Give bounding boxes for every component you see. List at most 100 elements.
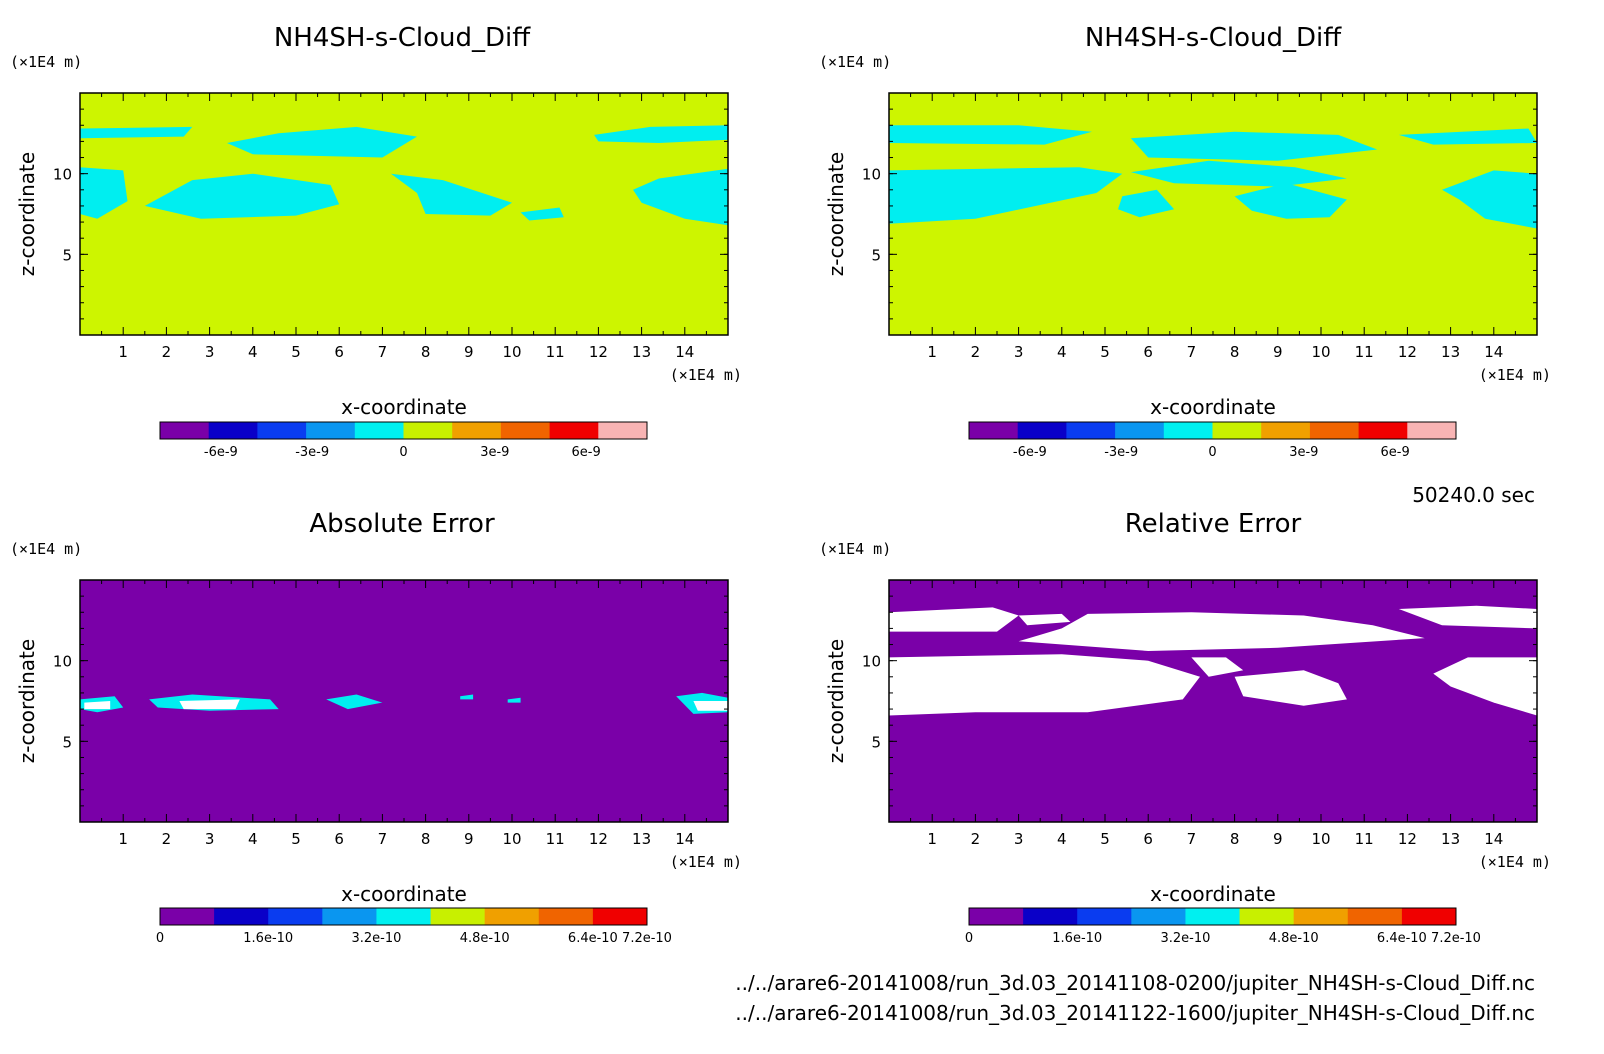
x-tick-label: 5 xyxy=(1100,830,1110,848)
colorbar-tick-label: 6e-9 xyxy=(1381,445,1410,460)
colorbar-swatch xyxy=(1407,422,1457,439)
y-unit-label: (×1E4 m) xyxy=(10,53,82,71)
x-unit-label: (×1E4 m) xyxy=(1479,366,1551,384)
plot-regions xyxy=(80,125,728,226)
colorbar-swatch xyxy=(160,422,210,439)
colorbar-tick-label: 3.2e-10 xyxy=(351,931,401,946)
x-tick-label: 14 xyxy=(1484,343,1503,361)
colorbar-tick-label: -3e-9 xyxy=(295,445,329,460)
colorbar-tick-label: 3e-9 xyxy=(1289,445,1318,460)
x-tick-label: 8 xyxy=(1230,343,1240,361)
x-tick-label: 12 xyxy=(1398,830,1417,848)
x-axis-label: x-coordinate xyxy=(1150,882,1276,906)
data-region xyxy=(507,697,521,703)
colorbar-tick-label: 3e-9 xyxy=(480,445,509,460)
y-unit-label: (×1E4 m) xyxy=(819,540,891,558)
panel-top-left: NH4SH-s-Cloud_Diff(×1E4 m)1 2 3 4 5 6 7 8 9 10 11 1… xyxy=(10,23,742,460)
data-region xyxy=(889,125,1092,145)
data-region xyxy=(1433,657,1537,716)
colorbar-tick-label: 6.4e-10 xyxy=(568,931,618,946)
colorbar-swatch xyxy=(208,422,258,439)
colorbar-tick-label: 0 xyxy=(156,931,164,946)
colorbar-swatch xyxy=(1309,422,1360,439)
x-tick-label: 10 xyxy=(1311,830,1330,848)
data-region xyxy=(1118,189,1175,218)
x-tick-label: 3 xyxy=(205,343,215,361)
time-label: 50240.0 sec xyxy=(1412,483,1535,507)
colorbar-swatch xyxy=(1017,422,1067,439)
colorbar-swatch xyxy=(549,422,599,439)
x-tick-label: 6 xyxy=(1143,830,1153,848)
data-region xyxy=(1442,170,1537,229)
data-region xyxy=(1018,613,1071,626)
colorbar-tick-label: 6.4e-10 xyxy=(1377,931,1427,946)
x-tick-label: 6 xyxy=(334,830,344,848)
colorbar-tick-label: -3e-9 xyxy=(1104,445,1138,460)
data-region xyxy=(80,126,193,139)
colorbar-swatch xyxy=(484,908,540,925)
data-region xyxy=(889,167,1123,224)
colorbar-swatch xyxy=(1023,908,1078,925)
x-tick-label: 8 xyxy=(421,343,431,361)
chart-title: Absolute Error xyxy=(309,509,495,539)
plot-regions xyxy=(80,692,728,714)
x-tick-label: 12 xyxy=(589,830,608,848)
y-tick-label: 10 xyxy=(53,166,72,184)
data-region xyxy=(1234,183,1347,219)
x-tick-label: 4 xyxy=(1057,343,1067,361)
colorbar-swatch xyxy=(214,908,269,925)
x-tick-label: 5 xyxy=(291,830,301,848)
x-axis-label: x-coordinate xyxy=(1150,395,1276,419)
footer-path-1: ../../arare6-20141008/run_3d.03_20141108… xyxy=(735,971,1535,995)
y-axis-label: z-coordinate xyxy=(15,639,39,763)
y-tick-label: 10 xyxy=(862,166,881,184)
colorbar-tick-label: 1.6e-10 xyxy=(1052,931,1102,946)
data-region xyxy=(889,654,1200,716)
colorbar-swatch xyxy=(500,422,551,439)
data-region xyxy=(594,125,728,143)
colorbar-frame xyxy=(968,421,1457,440)
colorbar-swatch xyxy=(306,422,356,439)
x-tick-label: 6 xyxy=(1143,343,1153,361)
data-region xyxy=(1130,160,1347,187)
colorbar-tick-label: 1.6e-10 xyxy=(243,931,293,946)
x-tick-label: 11 xyxy=(546,343,565,361)
x-tick-label: 14 xyxy=(675,830,694,848)
colorbar-swatch xyxy=(1077,908,1132,925)
x-tick-label: 7 xyxy=(1187,343,1197,361)
colorbar-tick-label: 4.8e-10 xyxy=(460,931,510,946)
data-region xyxy=(633,168,728,226)
x-tick-label: 1 xyxy=(118,830,128,848)
colorbar-swatch xyxy=(969,908,1024,925)
colorbar-swatch xyxy=(592,908,648,925)
colorbar-swatch xyxy=(257,422,307,439)
data-region xyxy=(889,607,1019,632)
data-region xyxy=(1234,670,1347,706)
y-axis-label: z-coordinate xyxy=(15,152,39,276)
colorbar-swatch xyxy=(403,422,453,439)
x-tick-label: 9 xyxy=(1273,343,1283,361)
x-tick-label: 10 xyxy=(502,343,521,361)
colorbar-tick-label: 6e-9 xyxy=(572,445,601,460)
colorbar-swatch xyxy=(1185,908,1241,925)
y-axis-label: z-coordinate xyxy=(824,639,848,763)
colorbar-tick-label: 3.2e-10 xyxy=(1160,931,1210,946)
chart-title: Relative Error xyxy=(1125,509,1302,539)
x-tick-label: 6 xyxy=(334,343,344,361)
x-unit-label: (×1E4 m) xyxy=(670,853,742,871)
data-region xyxy=(1398,128,1537,145)
data-region xyxy=(1191,657,1244,677)
x-tick-label: 2 xyxy=(971,830,981,848)
data-region xyxy=(1130,131,1378,161)
x-tick-label: 2 xyxy=(162,343,172,361)
data-region xyxy=(693,701,728,711)
colorbar-tick-label: 0 xyxy=(965,931,973,946)
colorbar-frame xyxy=(159,421,648,440)
panel-top-right: NH4SH-s-Cloud_Diff(×1E4 m)1 2 3 4 5 6 7 8 9 10 11 1… xyxy=(819,23,1551,460)
y-tick-label: 5 xyxy=(62,246,72,264)
x-tick-label: 8 xyxy=(1230,830,1240,848)
colorbar-tick-label: 0 xyxy=(399,445,407,460)
colorbar-swatch xyxy=(538,908,594,925)
x-tick-label: 7 xyxy=(378,343,388,361)
x-tick-label: 3 xyxy=(1014,830,1024,848)
